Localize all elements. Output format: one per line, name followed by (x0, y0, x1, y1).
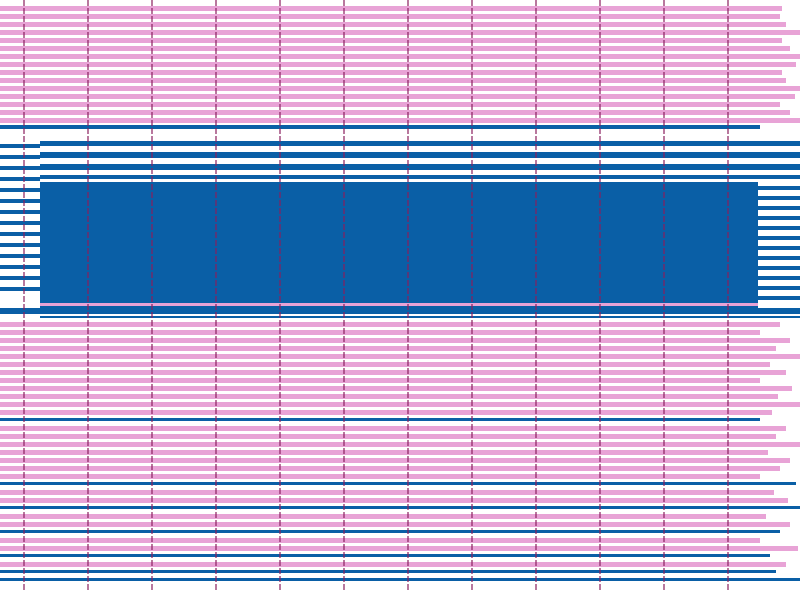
pink-stripe (0, 458, 790, 463)
blue-left-tick (0, 265, 40, 269)
pink-stripe (0, 22, 786, 27)
pink-stripe (0, 354, 800, 359)
pink-stripe (0, 30, 800, 35)
pink-stripe (0, 378, 760, 383)
blue-left-tick (0, 155, 40, 159)
blue-left-tick (0, 188, 40, 192)
pink-stripe (0, 118, 800, 123)
blue-left-tick (0, 144, 40, 148)
blue-left-tick (0, 243, 40, 247)
pink-stripe (0, 490, 774, 495)
pink-stripe (0, 426, 786, 431)
blue-stripe (0, 578, 800, 581)
pink-stripe (0, 6, 782, 11)
pink-stripe (0, 62, 796, 67)
blue-right-tick (758, 206, 800, 210)
pink-stripe (0, 102, 780, 107)
blue-stripe (40, 141, 800, 146)
pink-stripe (0, 338, 790, 343)
blue-block (40, 182, 758, 308)
pink-stripe (0, 498, 788, 503)
blue-right-tick (758, 296, 800, 300)
blue-right-tick (758, 216, 800, 220)
pink-stripe (0, 370, 786, 375)
pink-stripe (0, 322, 780, 327)
pink-stripe (40, 303, 758, 306)
blue-stripe (0, 308, 800, 314)
pink-stripe (0, 514, 766, 519)
blue-right-tick (758, 196, 800, 200)
blue-stripe (0, 506, 800, 509)
pink-stripe (0, 410, 772, 415)
blue-left-tick (0, 177, 40, 181)
pink-stripe (0, 394, 778, 399)
blue-right-tick (758, 186, 800, 190)
blue-right-tick (758, 256, 800, 260)
blue-left-tick (0, 254, 40, 258)
pink-stripe (0, 442, 800, 447)
pink-stripe (0, 474, 760, 479)
blue-left-tick (0, 199, 40, 203)
blue-stripe (0, 125, 760, 129)
pink-stripe (0, 538, 760, 543)
pink-stripe (0, 346, 776, 351)
pink-stripe (0, 54, 800, 59)
blue-left-tick (0, 210, 40, 214)
pink-stripe (0, 86, 800, 91)
pink-stripe (0, 466, 780, 471)
blue-stripe (0, 530, 780, 533)
blue-stripe (0, 570, 776, 573)
blue-right-tick (758, 266, 800, 270)
blue-stripe (40, 175, 800, 179)
pink-stripe (0, 362, 770, 367)
blue-stripe (0, 482, 796, 485)
blue-stripe (40, 152, 800, 158)
blue-stripe (0, 418, 760, 421)
blue-left-tick (0, 221, 40, 225)
pink-stripe (0, 402, 800, 407)
pink-stripe (0, 70, 782, 75)
pink-stripe (0, 386, 792, 391)
blue-stripe (40, 316, 800, 318)
pink-stripe (0, 546, 798, 551)
blue-right-tick (758, 226, 800, 230)
blue-right-tick (758, 236, 800, 240)
pink-stripe (0, 450, 768, 455)
blue-left-tick (0, 232, 40, 236)
pink-stripe (0, 522, 790, 527)
blue-right-tick (758, 246, 800, 250)
blue-stripe (0, 554, 770, 557)
pink-stripe (0, 94, 795, 99)
pink-stripe (0, 78, 786, 83)
pink-stripe (0, 434, 776, 439)
pink-stripe (0, 14, 780, 19)
pink-stripe (0, 38, 782, 43)
pink-stripe (0, 330, 760, 335)
pink-stripe (0, 110, 790, 115)
blue-left-tick (0, 276, 40, 280)
blue-right-tick (758, 276, 800, 280)
blue-left-tick (0, 166, 40, 170)
pink-stripe (0, 46, 790, 51)
pink-stripe (0, 562, 786, 567)
blue-right-tick (758, 286, 800, 290)
blue-left-tick (0, 287, 40, 291)
blue-stripe (40, 164, 800, 170)
